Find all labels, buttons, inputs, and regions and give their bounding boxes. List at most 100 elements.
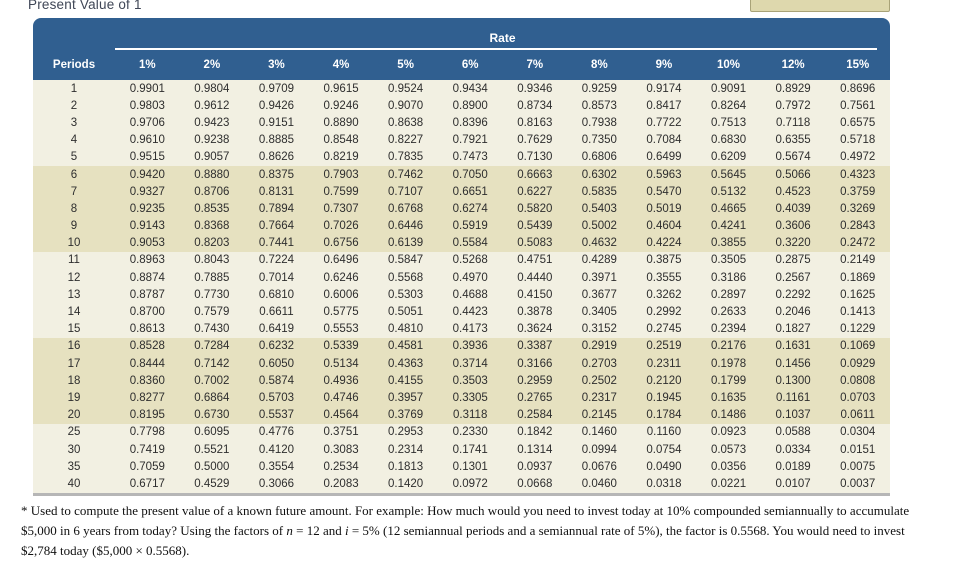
factor-cell: 0.5674 xyxy=(775,151,811,164)
factor-cell: 0.5553 xyxy=(323,323,359,336)
factor-cell: 0.5002 xyxy=(581,220,617,233)
factor-cell: 0.8963 xyxy=(129,254,165,267)
factor-cell: 0.5303 xyxy=(388,288,424,301)
factor-cell: 0.1813 xyxy=(388,460,424,473)
rate-column-header: 3% xyxy=(268,59,285,71)
factor-cell: 0.6355 xyxy=(775,134,811,147)
period-cell: 30 xyxy=(67,443,81,456)
factor-cell: 0.9235 xyxy=(129,202,165,215)
factor-cell: 0.9426 xyxy=(258,99,295,112)
factor-cell: 0.0972 xyxy=(452,477,488,490)
factor-cell: 0.8626 xyxy=(258,151,295,164)
factor-cell: 0.4665 xyxy=(710,202,747,215)
table-row: 18 0.8360 0.7002 0.5874 0.4936 0.4155 0.3503 0.… xyxy=(33,372,890,390)
factor-cell: 0.3606 xyxy=(775,220,811,233)
factor-cell: 0.7350 xyxy=(581,134,617,147)
factor-cell: 0.4224 xyxy=(646,237,682,250)
factor-cell: 0.9615 xyxy=(323,82,359,95)
factor-cell: 0.9091 xyxy=(710,82,747,95)
factor-cell: 0.6419 xyxy=(258,323,295,336)
period-cell: 13 xyxy=(67,288,81,301)
factor-cell: 0.9515 xyxy=(129,151,165,164)
factor-cell: 0.7014 xyxy=(258,271,295,284)
factor-cell: 0.2394 xyxy=(710,323,747,336)
factor-cell: 0.6006 xyxy=(323,288,359,301)
factor-cell: 0.0703 xyxy=(840,391,876,404)
period-cell: 16 xyxy=(67,340,81,353)
factor-cell: 0.0460 xyxy=(581,477,617,490)
factor-cell: 0.1161 xyxy=(775,391,811,404)
factor-cell: 0.4241 xyxy=(710,220,747,233)
factor-cell: 0.5051 xyxy=(388,306,424,319)
factor-cell: 0.0923 xyxy=(710,426,747,439)
factor-cell: 0.0611 xyxy=(840,409,875,422)
period-cell: 25 xyxy=(67,426,81,439)
period-cell: 2 xyxy=(70,99,78,112)
factor-cell: 0.5963 xyxy=(646,168,682,181)
factor-cell: 0.6246 xyxy=(323,271,359,284)
factor-cell: 0.8264 xyxy=(710,99,747,112)
factor-cell: 0.9706 xyxy=(129,116,165,129)
period-cell: 10 xyxy=(67,237,81,250)
table-row: 4 0.9610 0.9238 0.8885 0.8548 0.8227 0.7921 0.7… xyxy=(33,131,890,149)
factor-cell: 0.2519 xyxy=(646,340,682,353)
factor-cell: 0.8700 xyxy=(129,306,165,319)
factor-cell: 0.7130 xyxy=(517,151,553,164)
factor-cell: 0.1978 xyxy=(710,357,747,370)
factor-cell: 0.6756 xyxy=(323,237,359,250)
factor-cell: 0.2765 xyxy=(517,391,553,404)
factor-cell: 0.5718 xyxy=(840,134,876,147)
factor-cell: 0.7107 xyxy=(388,185,424,198)
factor-cell: 0.7419 xyxy=(129,443,165,456)
factor-cell: 0.7441 xyxy=(258,237,295,250)
factor-cell: 0.5268 xyxy=(452,254,488,267)
rate-column-header: 8% xyxy=(591,59,608,71)
factor-cell: 0.0037 xyxy=(840,477,876,490)
factor-cell: 0.8900 xyxy=(452,99,488,112)
factor-cell: 0.5470 xyxy=(646,185,682,198)
factor-cell: 0.9524 xyxy=(388,82,424,95)
factor-cell: 0.6810 xyxy=(258,288,295,301)
factor-cell: 0.7903 xyxy=(323,168,359,181)
factor-cell: 0.2897 xyxy=(710,288,747,301)
factor-cell: 0.9057 xyxy=(194,151,230,164)
factor-cell: 0.9151 xyxy=(258,116,295,129)
factor-cell: 0.5403 xyxy=(581,202,617,215)
factor-cell: 0.1300 xyxy=(775,374,811,387)
factor-cell: 0.0075 xyxy=(840,460,876,473)
factor-cell: 0.6227 xyxy=(517,185,553,198)
factor-cell: 0.4363 xyxy=(388,357,424,370)
factor-cell: 0.9420 xyxy=(129,168,165,181)
page-title: Present Value of 1 xyxy=(28,0,142,12)
factor-cell: 0.1420 xyxy=(388,477,424,490)
factor-cell: 0.9434 xyxy=(452,82,488,95)
factor-cell: 0.1945 xyxy=(646,391,682,404)
factor-cell: 0.5847 xyxy=(388,254,424,267)
factor-cell: 0.3971 xyxy=(581,271,617,284)
cropped-toolbar-button[interactable] xyxy=(750,0,890,12)
factor-cell: 0.8885 xyxy=(258,134,295,147)
factor-cell: 0.4289 xyxy=(581,254,617,267)
factor-cell: 0.1229 xyxy=(840,323,876,336)
table-row: 5 0.9515 0.9057 0.8626 0.8219 0.7835 0.7473 0.7… xyxy=(33,148,890,166)
factor-cell: 0.5568 xyxy=(388,271,424,284)
factor-cell: 0.7002 xyxy=(194,374,230,387)
factor-cell: 0.8929 xyxy=(775,82,811,95)
factor-cell: 0.3152 xyxy=(581,323,617,336)
factor-cell: 0.2317 xyxy=(581,391,617,404)
factor-cell: 0.2992 xyxy=(646,306,682,319)
factor-cell: 0.9423 xyxy=(194,116,230,129)
factor-cell: 0.5537 xyxy=(258,409,295,422)
factor-cell: 0.4120 xyxy=(258,443,295,456)
factor-cell: 0.4323 xyxy=(840,168,876,181)
factor-cell: 0.7921 xyxy=(452,134,488,147)
table-row: 8 0.9235 0.8535 0.7894 0.7307 0.6768 0.6274 0.5… xyxy=(33,200,890,218)
factor-cell: 0.5874 xyxy=(258,374,295,387)
table-header: Rate Periods 1% 2% 3% 4% 5% 6% 7% 8% 9% 10% 12% 15% xyxy=(33,18,890,80)
factor-cell: 0.7059 xyxy=(129,460,165,473)
factor-cell: 0.2330 xyxy=(452,426,488,439)
factor-cell: 0.9174 xyxy=(646,82,682,95)
factor-cell: 0.0318 xyxy=(646,477,682,490)
factor-cell: 0.3855 xyxy=(710,237,747,250)
factor-cell: 0.2584 xyxy=(517,409,553,422)
